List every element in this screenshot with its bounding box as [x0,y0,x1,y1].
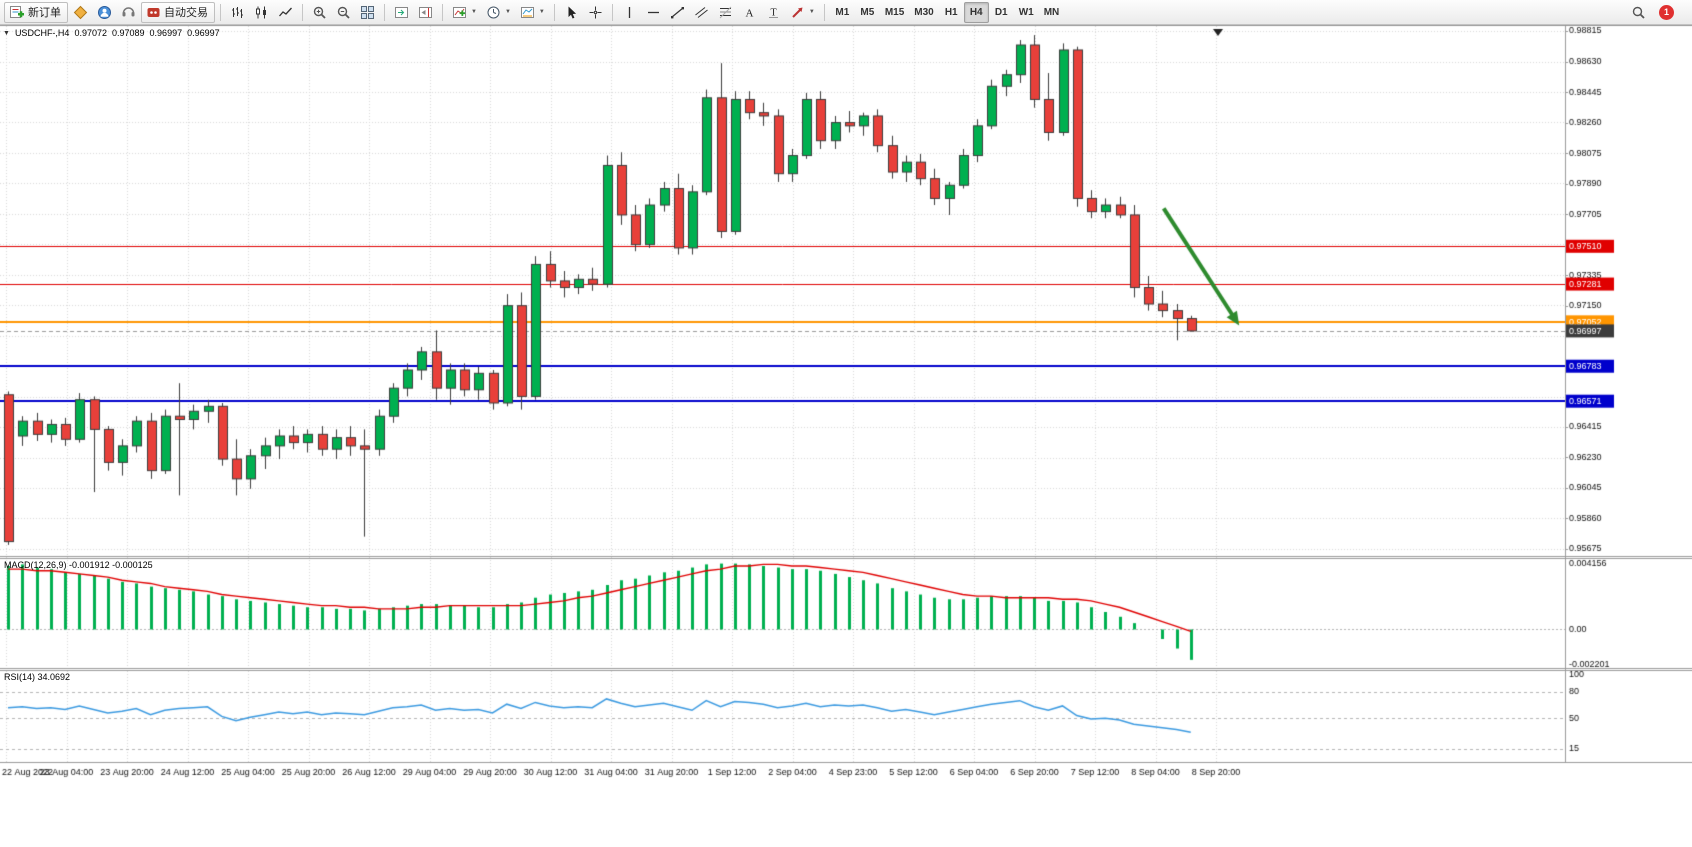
new-order-icon [9,5,25,20]
macd-indicator-label: MACD(12,26,9) -0.001912 -0.000125 [4,560,153,570]
templates-button[interactable]: ▼ [516,2,549,23]
periods-button[interactable]: ▼ [482,2,515,23]
timeframe-h1-button[interactable]: H1 [939,2,964,23]
line-chart-button[interactable] [274,2,297,23]
line-chart-icon [278,5,293,20]
vertical-line-icon [622,5,637,20]
notification-badge[interactable]: 1 [1659,4,1674,20]
timeframe-d1-button[interactable]: D1 [989,2,1014,23]
bar-chart-button[interactable] [226,2,249,23]
indicators-button[interactable]: ▼ [448,2,481,23]
timeframe-h4-button[interactable]: H4 [963,1,989,23]
rsi-indicator-label: RSI(14) 34.0692 [4,672,70,682]
arrows-tool-button[interactable]: ▼ [786,2,819,23]
new-order-label: 新订单 [28,7,61,19]
search-button[interactable] [1627,2,1650,23]
timeframe-m30-button[interactable]: M30 [909,2,938,23]
cursor-icon [564,5,579,20]
indicators-icon [452,5,467,20]
chart-high-price: 0.97089 [112,28,145,38]
auto-scroll-button[interactable] [390,2,413,23]
chart-symbol-period: USDCHF-,H4 [14,28,70,38]
text-label-tool-button[interactable]: T [762,2,785,23]
templates-icon [520,5,535,20]
chart-window: ▼ USDCHF-,H4 0.97072 0.97089 0.96997 0.9… [0,25,1692,847]
chevron-down-icon: ▼ [538,9,545,15]
autotrading-button[interactable]: 自动交易 [141,1,215,23]
svg-text:A: A [745,7,753,19]
price-chart-canvas[interactable] [0,25,1692,847]
new-order-button[interactable]: 新订单 [4,1,68,23]
arrow-shape-icon [790,5,805,20]
chart-close-price: 0.96997 [187,28,220,38]
fibonacci-tool-button[interactable] [714,2,737,23]
chevron-down-icon: ▼ [808,9,815,15]
market-button[interactable] [69,2,92,23]
timeframe-w1-button[interactable]: W1 [1014,2,1039,23]
timeframe-toolbar: M1 M5 M15 M30 H1 H4 D1 W1 MN [830,1,1065,23]
search-icon [1631,5,1646,20]
tile-windows-button[interactable] [356,2,379,23]
zoom-out-icon [336,5,351,20]
horizontal-line-icon [646,5,661,20]
trendline-icon [670,5,685,20]
svg-text:T: T [770,7,776,18]
vertical-line-tool-button[interactable] [618,2,641,23]
toolbar-separator [611,3,613,21]
crosshair-icon [588,5,603,20]
autotrading-label: 自动交易 [164,7,208,19]
text-label-icon: T [766,5,781,20]
zoom-in-button[interactable] [308,2,331,23]
channel-icon [694,5,709,20]
toolbar-separator [220,3,221,21]
tile-windows-icon [360,5,375,20]
toolbar-separator [442,3,443,21]
crosshair-tool-button[interactable] [584,2,607,23]
rsi-value: 34.0692 [37,672,71,682]
headset-icon [121,5,136,20]
channel-tool-button[interactable] [690,2,713,23]
text-tool-button[interactable]: A [738,2,761,23]
market-icon [73,5,88,20]
chart-low-price: 0.96997 [149,28,183,38]
rsi-name: RSI(14) [4,672,36,682]
toolbar-separator [384,3,385,21]
cursor-tool-button[interactable] [560,2,583,23]
zoom-in-icon [312,5,327,20]
community-button[interactable] [93,2,116,23]
timeframe-mn-button[interactable]: MN [1039,2,1065,23]
fibonacci-icon [718,5,733,20]
clock-icon [486,5,501,20]
timeframe-m1-button[interactable]: M1 [830,2,855,23]
chart-shift-icon [418,5,433,20]
text-icon: A [742,5,757,20]
zoom-out-button[interactable] [332,2,355,23]
macd-name: MACD(12,26,9) [4,560,67,570]
chevron-down-icon: ▼ [504,9,511,15]
chart-collapse-icon[interactable]: ▼ [3,29,10,37]
auto-scroll-icon [394,5,409,20]
horizontal-line-tool-button[interactable] [642,2,665,23]
bar-chart-icon [230,5,245,20]
toolbar-right-group: 1 [1627,2,1688,23]
autotrading-icon [146,5,161,20]
main-toolbar: 新订单 自动交易 ▼ ▼ [0,0,1692,25]
toolbar-separator [823,3,825,21]
toolbar-separator [302,3,303,21]
timeframe-m5-button[interactable]: M5 [855,2,880,23]
chevron-down-icon: ▼ [471,9,477,15]
chart-title: ▼ USDCHF-,H4 0.97072 0.97089 0.96997 0.9… [3,28,220,38]
chart-shift-button[interactable] [414,2,437,23]
profile-icon [97,5,112,20]
trendline-tool-button[interactable] [666,2,689,23]
support-button[interactable] [117,2,140,23]
toolbar-separator [553,3,555,21]
macd-values: -0.001912 -0.000125 [69,560,153,570]
timeframe-m15-button[interactable]: M15 [880,2,909,23]
chart-open-price: 0.97072 [74,28,107,38]
candlestick-chart-button[interactable] [250,2,273,23]
candlestick-icon [254,5,269,20]
